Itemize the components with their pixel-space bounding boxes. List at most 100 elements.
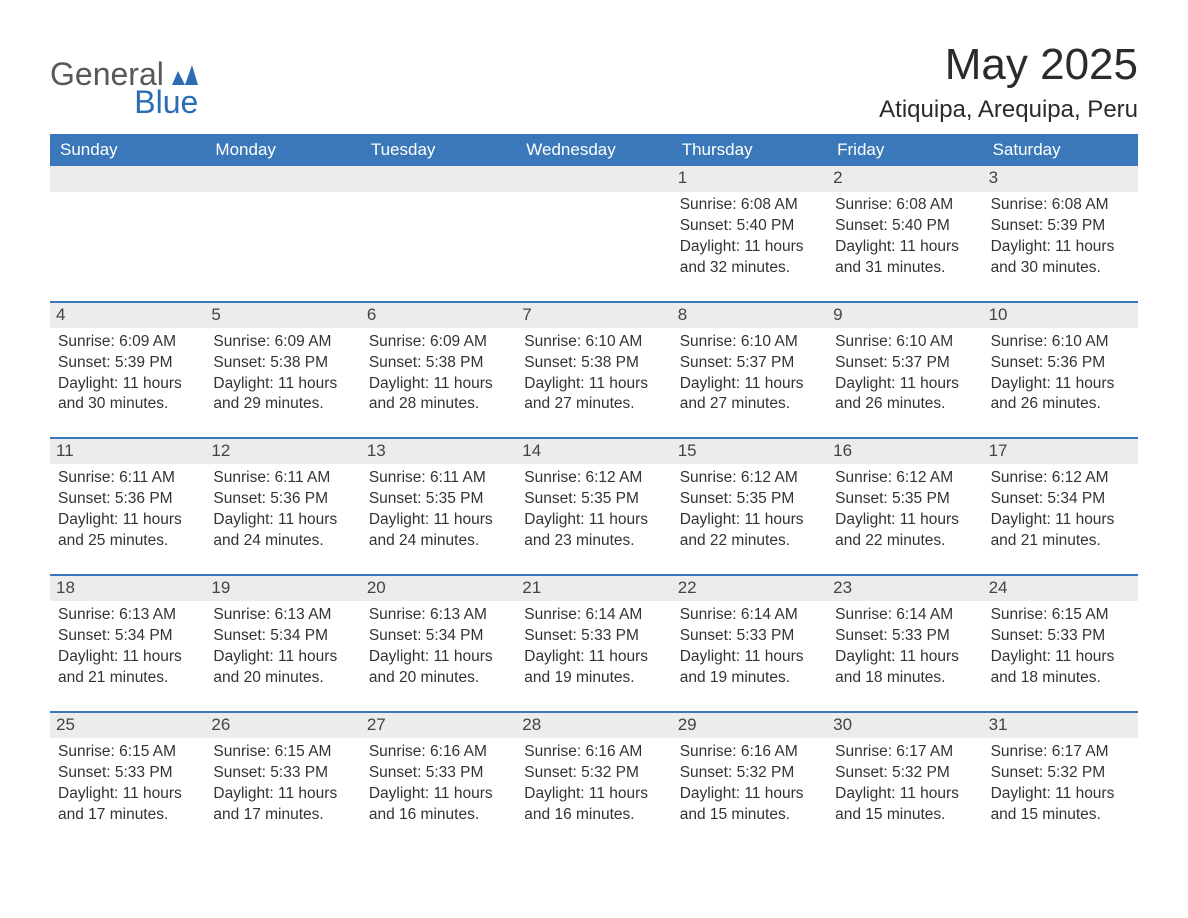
sunrise-text: Sunrise: 6:14 AM (835, 605, 974, 626)
day-number: 10 (983, 301, 1138, 328)
day-number: 6 (361, 301, 516, 328)
day-details: Sunrise: 6:10 AMSunset: 5:37 PMDaylight:… (678, 332, 819, 416)
sunset-text: Sunset: 5:33 PM (835, 626, 974, 647)
sunrise-text: Sunrise: 6:17 AM (835, 742, 974, 763)
day-cell: 18Sunrise: 6:13 AMSunset: 5:34 PMDayligh… (50, 574, 205, 711)
sunrise-text: Sunrise: 6:09 AM (213, 332, 352, 353)
daylight-text: Daylight: 11 hours and 30 minutes. (991, 237, 1130, 279)
daylight-text: Daylight: 11 hours and 22 minutes. (680, 510, 819, 552)
day-details: Sunrise: 6:10 AMSunset: 5:36 PMDaylight:… (989, 332, 1130, 416)
sunrise-text: Sunrise: 6:11 AM (58, 468, 197, 489)
sunrise-text: Sunrise: 6:08 AM (680, 195, 819, 216)
day-details: Sunrise: 6:17 AMSunset: 5:32 PMDaylight:… (989, 742, 1130, 826)
sunrise-text: Sunrise: 6:09 AM (369, 332, 508, 353)
sunset-text: Sunset: 5:38 PM (369, 353, 508, 374)
day-number: 24 (983, 574, 1138, 601)
sunrise-text: Sunrise: 6:16 AM (524, 742, 663, 763)
day-details: Sunrise: 6:09 AMSunset: 5:39 PMDaylight:… (56, 332, 197, 416)
day-number: 17 (983, 437, 1138, 464)
week-row: 25Sunrise: 6:15 AMSunset: 5:33 PMDayligh… (50, 711, 1138, 848)
day-header: Thursday (672, 134, 827, 166)
location-label: Atiquipa, Arequipa, Peru (879, 96, 1138, 124)
sunset-text: Sunset: 5:39 PM (58, 353, 197, 374)
sunrise-text: Sunrise: 6:16 AM (680, 742, 819, 763)
sunrise-text: Sunrise: 6:12 AM (991, 468, 1130, 489)
sunrise-text: Sunrise: 6:10 AM (991, 332, 1130, 353)
day-header: Tuesday (361, 134, 516, 166)
day-number: 3 (983, 166, 1138, 191)
sunrise-text: Sunrise: 6:13 AM (369, 605, 508, 626)
daylight-text: Daylight: 11 hours and 21 minutes. (58, 647, 197, 689)
sunrise-text: Sunrise: 6:16 AM (369, 742, 508, 763)
day-cell: 2 Sunrise: 6:08 AMSunset: 5:40 PMDaylight… (827, 166, 982, 301)
day-details: Sunrise: 6:15 AMSunset: 5:33 PMDaylight:… (211, 742, 352, 826)
day-cell: 17 Sunrise: 6:12 AMSunset: 5:34 PMDayligh… (983, 437, 1138, 574)
daylight-text: Daylight: 11 hours and 17 minutes. (58, 784, 197, 826)
sunrise-text: Sunrise: 6:13 AM (58, 605, 197, 626)
day-header: Monday (205, 134, 360, 166)
day-cell: 25 Sunrise: 6:15 AMSunset: 5:33 PMDayligh… (50, 711, 205, 848)
daylight-text: Daylight: 11 hours and 15 minutes. (680, 784, 819, 826)
day-cell: 12Sunrise: 6:11 AMSunset: 5:36 PMDayligh… (205, 437, 360, 574)
sunrise-text: Sunrise: 6:13 AM (213, 605, 352, 626)
sunrise-text: Sunrise: 6:12 AM (680, 468, 819, 489)
daylight-text: Daylight: 11 hours and 16 minutes. (524, 784, 663, 826)
day-number: 20 (361, 574, 516, 601)
daylight-text: Daylight: 11 hours and 19 minutes. (524, 647, 663, 689)
title-block: May 2025 Atiquipa, Arequipa, Peru (879, 40, 1138, 124)
day-cell: 10 Sunrise: 6:10 AMSunset: 5:36 PMDayligh… (983, 301, 1138, 438)
day-number: 25 (50, 711, 205, 738)
day-header: Saturday (983, 134, 1138, 166)
day-number: 21 (516, 574, 671, 601)
day-cell: 4Sunrise: 6:09 AMSunset: 5:39 PMDaylight… (50, 301, 205, 438)
day-cell: 26Sunrise: 6:15 AMSunset: 5:33 PMDayligh… (205, 711, 360, 848)
sunrise-text: Sunrise: 6:10 AM (524, 332, 663, 353)
sunset-text: Sunset: 5:36 PM (991, 353, 1130, 374)
daylight-text: Daylight: 11 hours and 28 minutes. (369, 374, 508, 416)
daylight-text: Daylight: 11 hours and 27 minutes. (680, 374, 819, 416)
daylight-text: Daylight: 11 hours and 29 minutes. (213, 374, 352, 416)
daylight-text: Daylight: 11 hours and 23 minutes. (524, 510, 663, 552)
day-cell: 30Sunrise: 6:17 AMSunset: 5:32 PMDayligh… (827, 711, 982, 848)
daylight-text: Daylight: 11 hours and 32 minutes. (680, 237, 819, 279)
day-cell: 24Sunrise: 6:15 AMSunset: 5:33 PMDayligh… (983, 574, 1138, 711)
daylight-text: Daylight: 11 hours and 26 minutes. (835, 374, 974, 416)
day-number: 14 (516, 437, 671, 464)
sunset-text: Sunset: 5:38 PM (524, 353, 663, 374)
day-number: 22 (672, 574, 827, 601)
day-details: Sunrise: 6:13 AMSunset: 5:34 PMDaylight:… (211, 605, 352, 689)
calendar-page: General Blue May 2025 Atiquipa, Arequipa… (0, 0, 1188, 877)
day-number: 30 (827, 711, 982, 738)
sunset-text: Sunset: 5:39 PM (991, 216, 1130, 237)
day-header: Wednesday (516, 134, 671, 166)
day-cell: 7Sunrise: 6:10 AMSunset: 5:38 PMDaylight… (516, 301, 671, 438)
daylight-text: Daylight: 11 hours and 22 minutes. (835, 510, 974, 552)
sunset-text: Sunset: 5:35 PM (369, 489, 508, 510)
week-row: 11Sunrise: 6:11 AMSunset: 5:36 PMDayligh… (50, 437, 1138, 574)
day-number: 19 (205, 574, 360, 601)
day-cell: 29Sunrise: 6:16 AMSunset: 5:32 PMDayligh… (672, 711, 827, 848)
day-number: 7 (516, 301, 671, 328)
day-cell: 14Sunrise: 6:12 AMSunset: 5:35 PMDayligh… (516, 437, 671, 574)
day-cell: 27Sunrise: 6:16 AMSunset: 5:33 PMDayligh… (361, 711, 516, 848)
day-number: 2 (827, 166, 982, 191)
sunset-text: Sunset: 5:34 PM (369, 626, 508, 647)
day-details: Sunrise: 6:12 AMSunset: 5:34 PMDaylight:… (989, 468, 1130, 552)
weeks-container: 1Sunrise: 6:08 AMSunset: 5:40 PMDaylight… (50, 166, 1138, 847)
sunset-text: Sunset: 5:40 PM (680, 216, 819, 237)
day-number: 8 (672, 301, 827, 328)
day-header-row: SundayMondayTuesdayWednesdayThursdayFrid… (50, 134, 1138, 166)
sunset-text: Sunset: 5:33 PM (680, 626, 819, 647)
sunset-text: Sunset: 5:35 PM (835, 489, 974, 510)
header-row: General Blue May 2025 Atiquipa, Arequipa… (50, 40, 1138, 124)
day-details: Sunrise: 6:15 AMSunset: 5:33 PMDaylight:… (56, 742, 197, 826)
sunrise-text: Sunrise: 6:11 AM (213, 468, 352, 489)
day-details: Sunrise: 6:16 AMSunset: 5:32 PMDaylight:… (678, 742, 819, 826)
sunset-text: Sunset: 5:32 PM (835, 763, 974, 784)
sunset-text: Sunset: 5:38 PM (213, 353, 352, 374)
sunrise-text: Sunrise: 6:15 AM (213, 742, 352, 763)
day-details: Sunrise: 6:12 AMSunset: 5:35 PMDaylight:… (833, 468, 974, 552)
day-details: Sunrise: 6:08 AMSunset: 5:40 PMDaylight:… (833, 195, 974, 279)
day-details: Sunrise: 6:09 AMSunset: 5:38 PMDaylight:… (211, 332, 352, 416)
day-cell: 28Sunrise: 6:16 AMSunset: 5:32 PMDayligh… (516, 711, 671, 848)
